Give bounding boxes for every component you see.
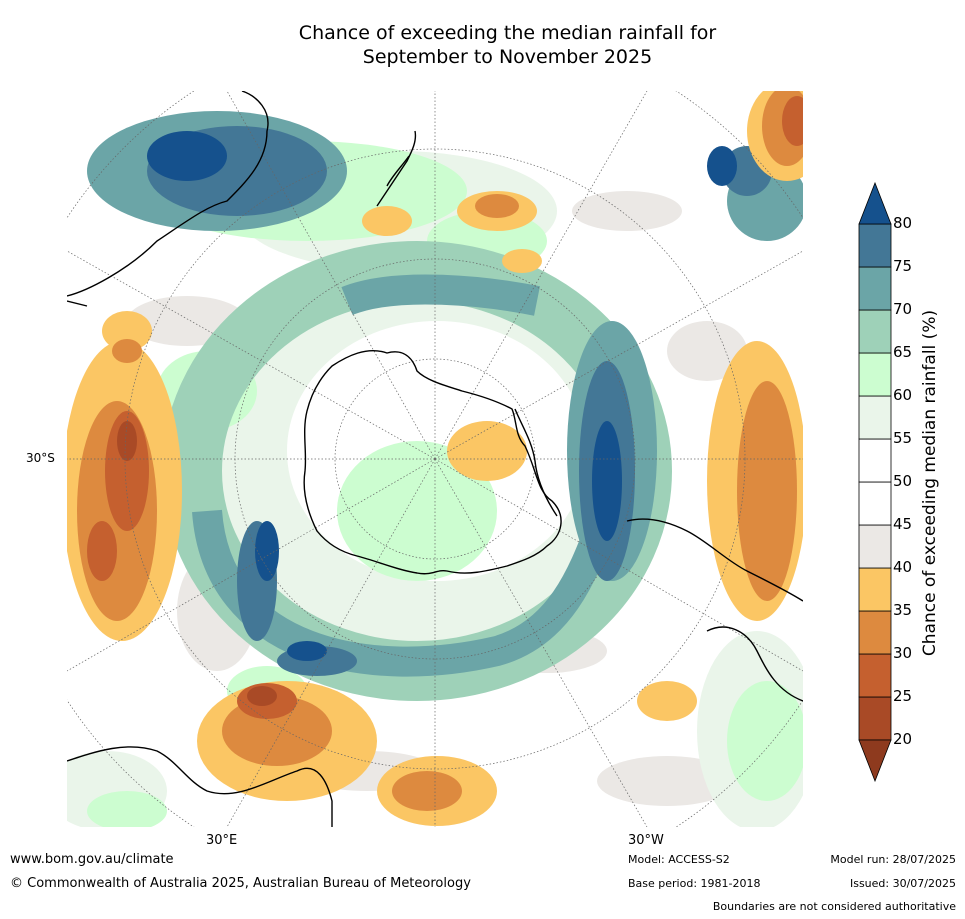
colorbar-band-70-75 [858, 266, 892, 311]
footer-disclaimer: Boundaries are not considered authoritat… [712, 900, 956, 913]
colorbar-title: Chance of exceeding median rainfall (%) [920, 309, 940, 657]
map-title: Chance of exceeding the median rainfall … [0, 21, 965, 69]
colorbar-band-40-45 [858, 524, 892, 569]
longitude-label-30w: 30°W [628, 833, 664, 848]
colorbar-band-55-60 [858, 395, 892, 440]
colorbar-tick-35: 35 [893, 601, 913, 619]
latitude-label-30s: 30°S [26, 451, 55, 465]
footer-issued: Issued: 30/07/2025 [849, 877, 956, 890]
probability-above-80-areas [147, 131, 737, 661]
longitude-label-30e: 30°E [206, 833, 238, 848]
colorbar-band-45-50 [858, 481, 892, 526]
colorbar-band-20-25 [858, 696, 892, 741]
probability-20-25-areas [117, 421, 277, 706]
title-line-2: September to November 2025 [362, 46, 653, 68]
colorbar-band-65-70 [858, 309, 892, 354]
colorbar [858, 181, 892, 783]
footer-base-period: Base period: 1981-2018 [628, 877, 761, 890]
colorbar-band-30-35 [858, 610, 892, 655]
footer-copyright: © Commonwealth of Australia 2025, Austra… [10, 876, 471, 891]
colorbar-tick-60: 60 [893, 386, 913, 404]
colorbar-tick-80: 80 [893, 214, 913, 232]
colorbar-band-25-30 [858, 653, 892, 698]
colorbar-tick-75: 75 [893, 257, 913, 275]
footer-url: www.bom.gov.au/climate [10, 852, 174, 867]
footer-model: Model: ACCESS-S2 [628, 853, 730, 866]
colorbar-band-60-65 [858, 352, 892, 397]
colorbar-tick-25: 25 [893, 687, 913, 705]
colorbar-tick-40: 40 [893, 558, 913, 576]
colorbar-extend-high [858, 181, 892, 225]
colorbar-band-35-40 [858, 567, 892, 612]
colorbar-tick-50: 50 [893, 472, 913, 490]
footer-model-run: Model run: 28/07/2025 [830, 853, 956, 866]
coastlines [67, 91, 803, 827]
colorbar-tick-30: 30 [893, 644, 913, 662]
rainfall-probability-map [67, 91, 803, 827]
colorbar-tick-20: 20 [893, 730, 913, 748]
colorbar-tick-70: 70 [893, 300, 913, 318]
colorbar-band-50-55 [858, 438, 892, 483]
title-line-1: Chance of exceeding the median rainfall … [298, 22, 717, 44]
colorbar-tick-65: 65 [893, 343, 913, 361]
colorbar-band-75-80 [858, 223, 892, 268]
colorbar-tick-55: 55 [893, 429, 913, 447]
colorbar-tick-45: 45 [893, 515, 913, 533]
colorbar-extend-low [858, 739, 892, 783]
